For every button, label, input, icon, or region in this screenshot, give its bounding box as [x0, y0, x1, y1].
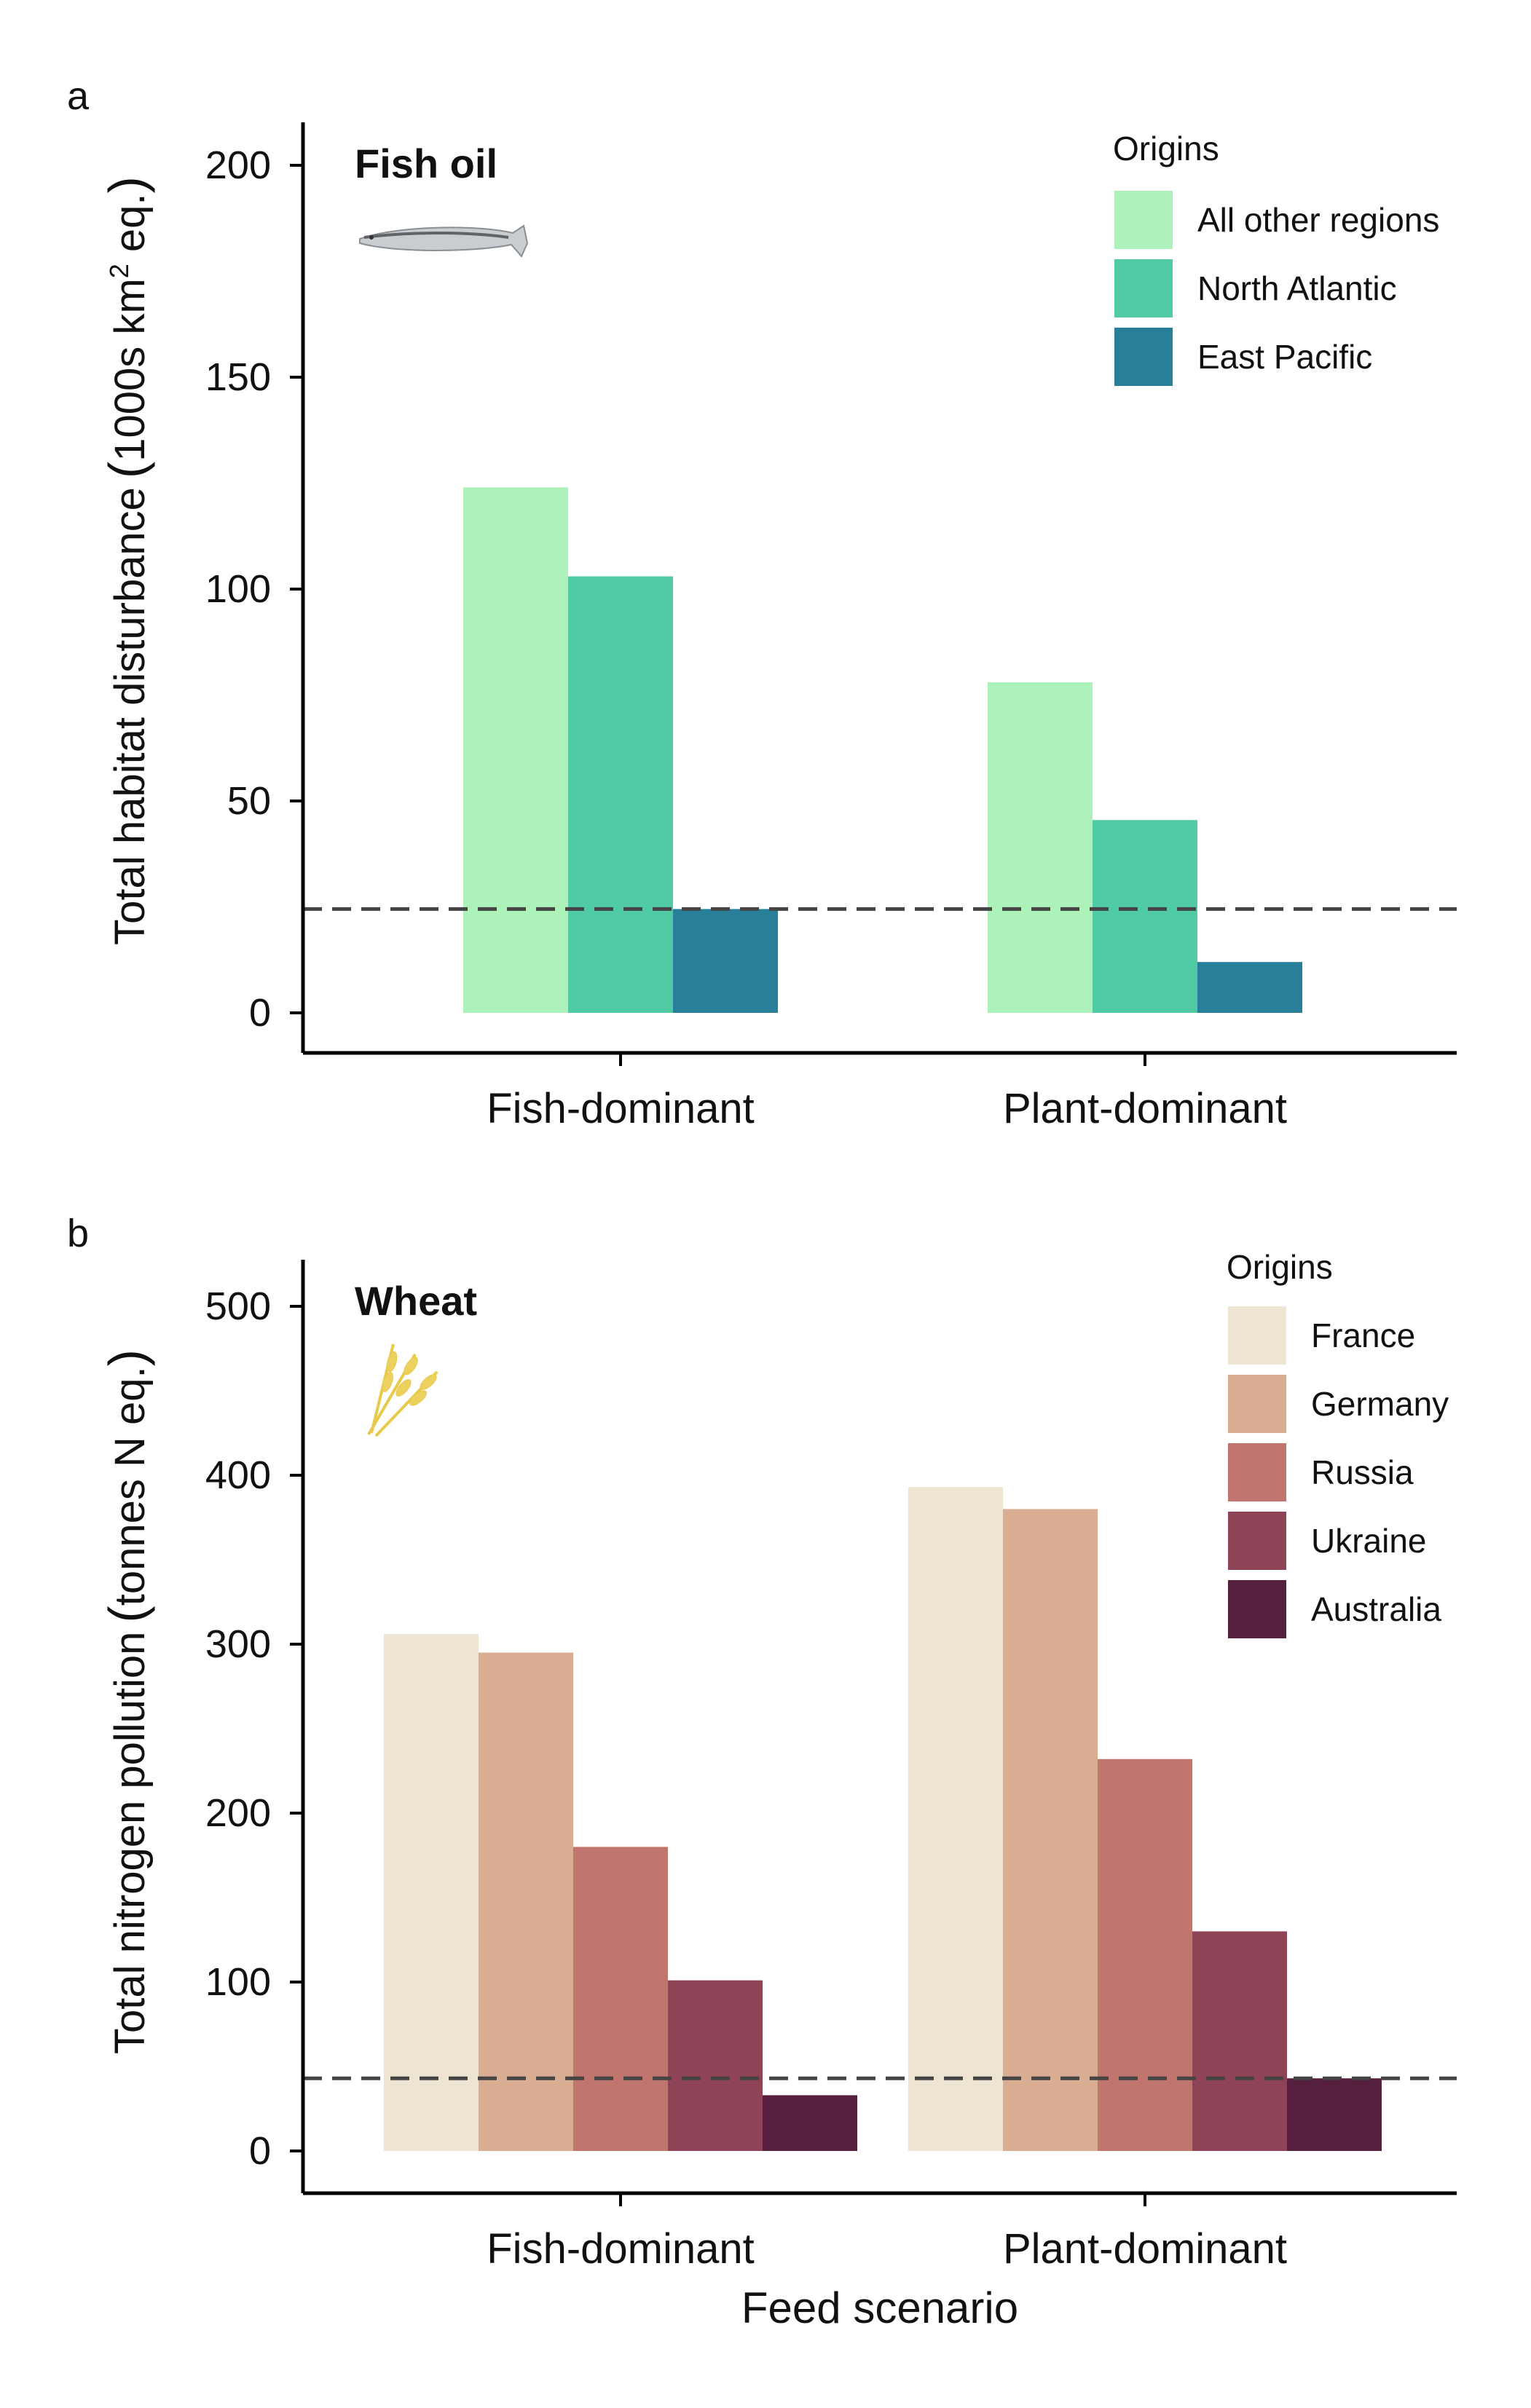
- bar: [384, 1634, 479, 2151]
- y-tick-label: 100: [205, 567, 271, 611]
- y-axis-ticks: 0 50 100 150 200: [205, 143, 303, 1035]
- legend-swatch: [1228, 1580, 1286, 1638]
- legend-label: Germany: [1311, 1385, 1449, 1423]
- legend-label: Ukraine: [1311, 1522, 1427, 1560]
- x-axis-ticks: Fish-dominant Plant-dominant: [487, 2193, 1287, 2273]
- y-tick-label: 100: [205, 1960, 271, 2004]
- bar: [479, 1652, 573, 2151]
- bar: [668, 1980, 763, 2151]
- legend-label: Russia: [1311, 1453, 1414, 1491]
- legend-swatch: [1228, 1512, 1286, 1570]
- panel-a: a Fish oil Total habitat disturbance(100…: [67, 74, 1457, 1132]
- y-tick-label: 400: [205, 1453, 271, 1497]
- legend-swatch: [1114, 191, 1173, 249]
- legend-label: North Atlantic: [1197, 269, 1397, 307]
- bar: [763, 2095, 857, 2151]
- x-tick-label: Plant-dominant: [1003, 1085, 1287, 1132]
- bar: [988, 682, 1093, 1013]
- legend-label: East Pacific: [1197, 338, 1372, 376]
- legend: Origins All other regions North Atlantic E…: [1113, 130, 1439, 386]
- bar: [1287, 2078, 1382, 2151]
- legend: Origins France Germany Russia Ukraine Austra…: [1227, 1248, 1449, 1638]
- bars: [384, 1487, 1382, 2151]
- bar: [568, 576, 673, 1013]
- bar: [1192, 1931, 1287, 2151]
- panel-title: Fish oil: [355, 141, 497, 186]
- bar: [908, 1487, 1003, 2151]
- legend-swatch: [1114, 259, 1173, 317]
- y-tick-label: 200: [205, 143, 271, 187]
- legend-swatch: [1114, 328, 1173, 386]
- y-tick-label: 50: [227, 779, 271, 823]
- y-tick-label: 0: [249, 2129, 271, 2173]
- legend-title: Origins: [1113, 130, 1219, 167]
- y-tick-label: 200: [205, 1791, 271, 1835]
- fish-icon: [359, 224, 529, 258]
- y-tick-label: 300: [205, 1622, 271, 1666]
- bar: [1003, 1509, 1098, 2151]
- legend-items: France Germany Russia Ukraine Australia: [1228, 1306, 1449, 1638]
- bar: [1093, 820, 1197, 1013]
- panel-b: b Wheat Total nitrogen pollution(tonnes …: [67, 1212, 1457, 2332]
- bar: [673, 909, 778, 1013]
- bar: [1197, 962, 1302, 1013]
- legend-items: All other regions North Atlantic East Paci…: [1114, 191, 1439, 386]
- legend-label: All other regions: [1197, 201, 1439, 239]
- legend-label: Australia: [1311, 1590, 1441, 1628]
- bar: [463, 487, 568, 1013]
- wheat-icon: [367, 1343, 438, 1437]
- y-tick-label: 500: [205, 1284, 271, 1328]
- x-tick-label: Fish-dominant: [487, 1085, 754, 1132]
- legend-swatch: [1228, 1306, 1286, 1365]
- legend-title: Origins: [1227, 1248, 1333, 1286]
- panel-letter: b: [67, 1212, 89, 1255]
- bar: [1098, 1758, 1192, 2151]
- x-tick-label: Plant-dominant: [1003, 2225, 1287, 2273]
- y-axis-ticks: 0 100 200 300 400 500: [205, 1284, 303, 2173]
- x-axis-title: Feed scenario: [741, 2283, 1018, 2332]
- y-tick-label: 150: [205, 355, 271, 399]
- y-axis-title: Total habitat disturbance(1000s km2 eq.): [98, 176, 155, 945]
- panel-letter: a: [67, 74, 90, 118]
- panel-title: Wheat: [355, 1278, 477, 1324]
- x-axis-ticks: Fish-dominant Plant-dominant: [487, 1053, 1287, 1132]
- legend-swatch: [1228, 1443, 1286, 1501]
- legend-label: France: [1311, 1316, 1415, 1354]
- bar: [573, 1847, 668, 2151]
- x-tick-label: Fish-dominant: [487, 2225, 754, 2273]
- y-tick-label: 0: [249, 991, 271, 1035]
- bars: [463, 487, 1302, 1013]
- y-axis-title: Total nitrogen pollution(tonnes N eq.): [98, 1349, 155, 2054]
- legend-swatch: [1228, 1375, 1286, 1433]
